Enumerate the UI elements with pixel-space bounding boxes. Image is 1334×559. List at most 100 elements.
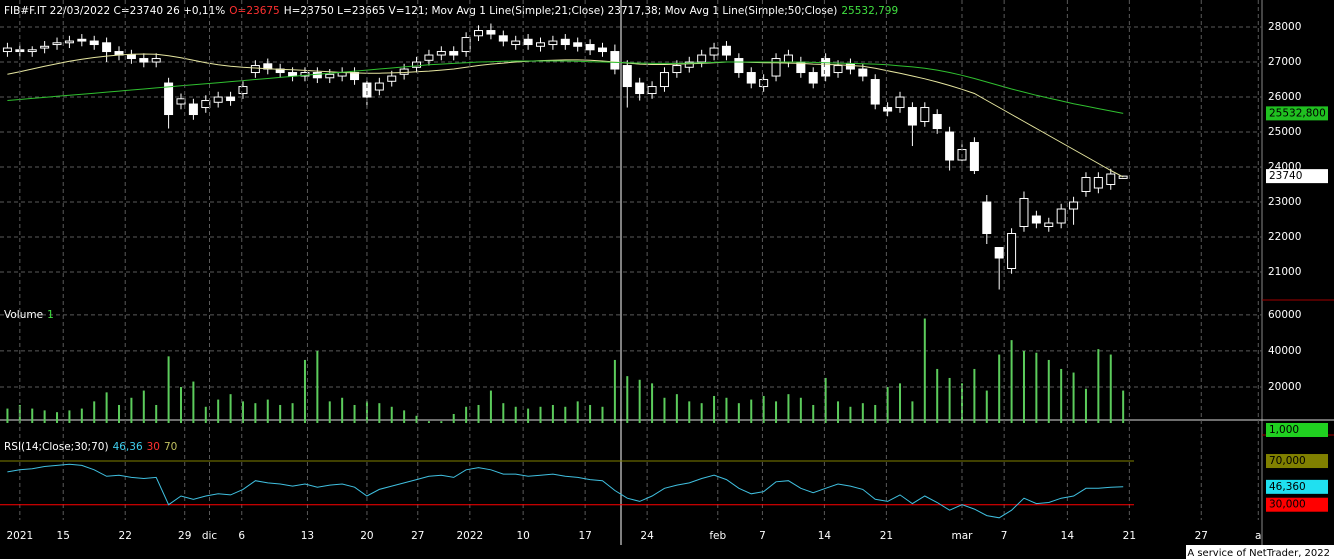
candle-body <box>126 54 136 60</box>
volume-bar <box>700 403 703 423</box>
volume-bar <box>539 406 542 423</box>
candle-body <box>1069 201 1079 210</box>
candle-body <box>907 107 917 126</box>
volume-bar <box>1022 350 1025 423</box>
volume-bar <box>68 410 71 423</box>
candle-body <box>474 30 484 37</box>
y-tick-label: 20000 <box>1268 381 1301 393</box>
candle-body <box>77 38 87 42</box>
volume-bar <box>489 390 492 423</box>
candle-body <box>201 100 211 109</box>
volume-bar <box>465 406 468 423</box>
candle-body <box>759 79 769 88</box>
moving-average <box>7 60 1124 114</box>
candle-body <box>1044 222 1054 228</box>
volume-bar <box>56 412 59 423</box>
candle-body <box>2 47 12 53</box>
volume-bar <box>527 408 530 423</box>
volume-bar <box>638 379 641 423</box>
candle-body <box>1056 208 1066 224</box>
candle-body <box>585 44 595 51</box>
ma-badge-bg <box>1266 106 1328 121</box>
candle-body <box>374 82 384 91</box>
x-tick-label: 22 <box>119 530 132 542</box>
volume-bar <box>291 403 294 423</box>
volume-bar <box>601 406 604 423</box>
candle-body <box>746 72 756 84</box>
moving-average <box>7 53 1124 178</box>
candle-body <box>226 96 236 102</box>
y-tick-label: 22000 <box>1268 231 1301 243</box>
title-part: 70 <box>164 441 177 453</box>
rsi-line <box>7 463 1124 519</box>
candle-body <box>808 72 818 84</box>
volume-bar <box>651 383 654 423</box>
volume-bar <box>1010 340 1013 423</box>
candle-body <box>1093 177 1103 189</box>
candle-body <box>486 30 496 35</box>
volume-bar <box>762 395 765 423</box>
panel-title: FIB#F.IT 22/03/2022 C=23740 26 +0,11% O=2… <box>4 5 898 17</box>
candle-body <box>213 96 223 103</box>
volume-bar <box>229 394 232 423</box>
x-tick-label: 10 <box>516 530 529 542</box>
volume-bar <box>750 399 753 423</box>
candle-body <box>883 107 893 112</box>
volume-bar <box>613 359 616 423</box>
volume-bar <box>1072 372 1075 423</box>
candle-body <box>721 45 731 56</box>
candle-body <box>610 51 620 70</box>
volume-bar <box>589 404 592 423</box>
volume-bar <box>390 406 393 423</box>
candle-body <box>597 47 607 53</box>
volume-bar <box>551 404 554 423</box>
volume-bar <box>799 397 802 423</box>
volume-bar <box>1109 354 1112 423</box>
x-tick-label: 24 <box>640 530 654 542</box>
volume-bar <box>1047 359 1050 423</box>
volume-bar <box>328 401 331 423</box>
volume-bar <box>787 394 790 423</box>
x-tick-label: 20 <box>360 530 373 542</box>
volume-bar <box>254 403 257 423</box>
candle-body <box>139 58 149 63</box>
candle-body <box>436 51 446 56</box>
volume-bar <box>775 401 778 423</box>
volume-bar <box>998 354 1001 423</box>
volume-bar <box>948 377 951 423</box>
footer-bg <box>1186 545 1334 559</box>
candle-body <box>684 61 694 68</box>
candle-body <box>412 61 422 68</box>
candle-body <box>312 72 322 79</box>
x-tick-label: 17 <box>578 530 591 542</box>
x-tick-label: 6 <box>238 530 245 542</box>
volume-bar <box>1097 349 1100 423</box>
x-tick-label: 27 <box>1195 530 1208 542</box>
candle-body <box>920 107 930 123</box>
candle-body <box>399 68 409 75</box>
x-tick-label: 7 <box>1001 530 1008 542</box>
ma-badge: 25532,800 <box>1269 107 1326 119</box>
x-tick-label: 21 <box>880 530 893 542</box>
volume-bar <box>440 421 443 423</box>
volume-bar <box>812 404 815 423</box>
candle-body <box>40 45 50 49</box>
volume-bar <box>564 406 567 423</box>
title-part: RSI(14;Close;30;70) <box>4 441 109 453</box>
candle-body <box>188 103 198 116</box>
volume-bar <box>514 406 517 423</box>
candle-body <box>350 72 360 81</box>
panel-title: RSI(14;Close;30;70) 46,36 30 70 <box>4 441 177 453</box>
panel-title: Volume 1 <box>4 309 54 321</box>
candle-body <box>387 75 397 82</box>
volume-bar <box>861 403 864 423</box>
candle-body <box>164 82 174 116</box>
x-tick-label: 13 <box>301 530 314 542</box>
y-tick-label: 23000 <box>1268 196 1301 208</box>
volume-bar <box>502 403 505 423</box>
title-part: O=23675 <box>229 5 279 17</box>
candle-body <box>560 38 570 46</box>
candle-body <box>176 98 186 105</box>
candle-body <box>994 247 1004 259</box>
candle-body <box>647 86 657 95</box>
